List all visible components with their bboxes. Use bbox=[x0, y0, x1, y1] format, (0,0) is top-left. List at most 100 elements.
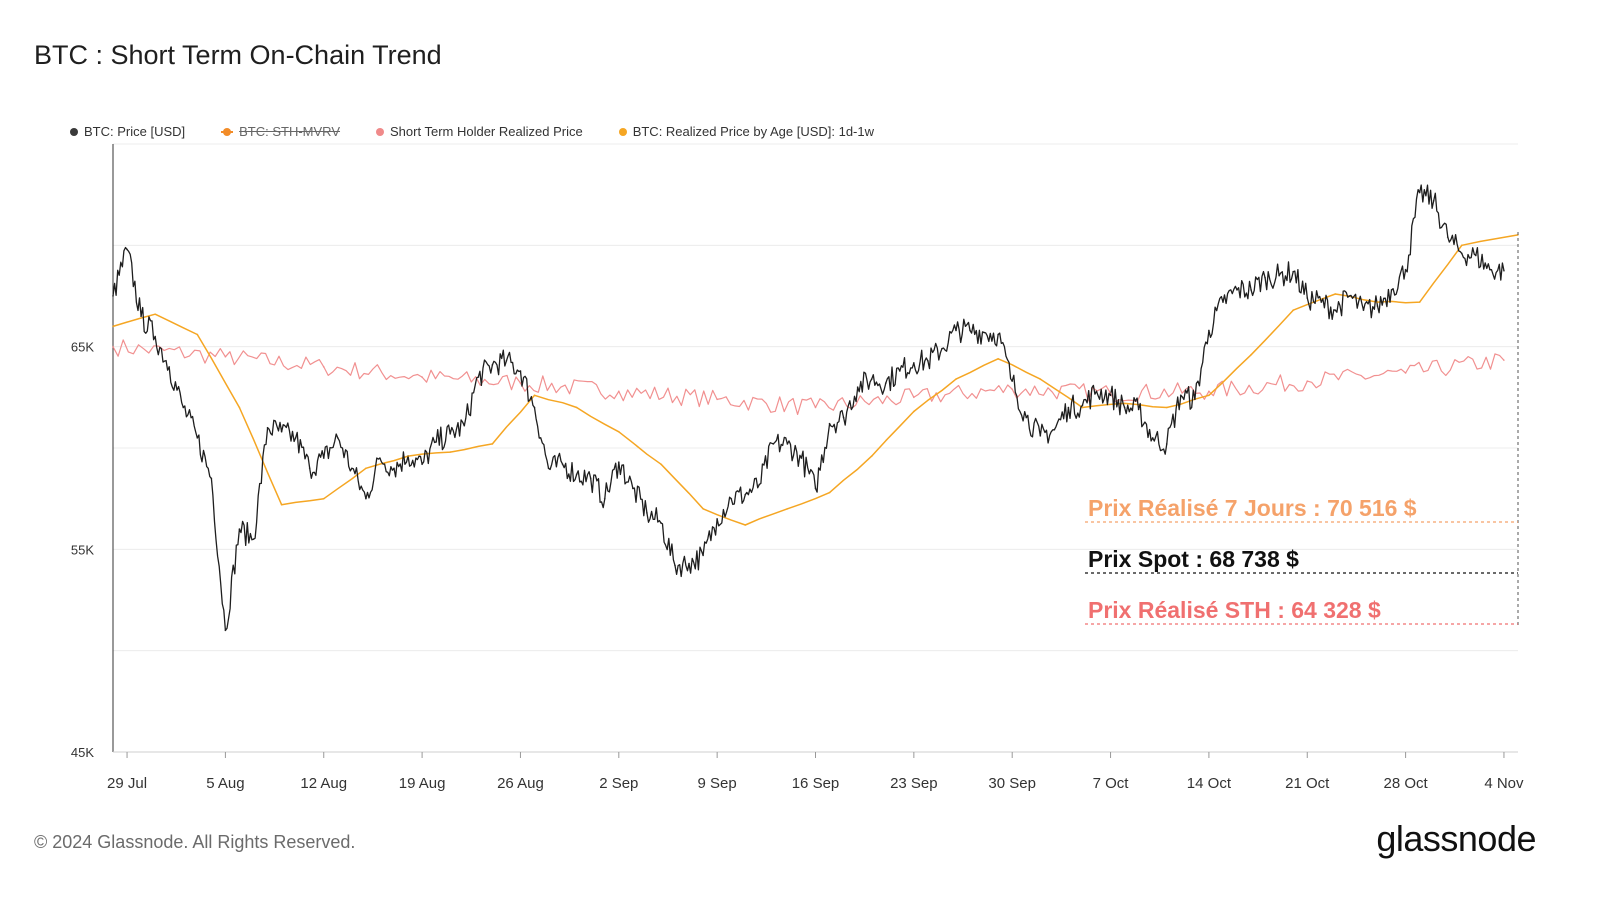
series-point-0 bbox=[1095, 390, 1098, 393]
series-point-0 bbox=[224, 629, 227, 632]
series-point-0 bbox=[1264, 276, 1266, 279]
series-point-0 bbox=[196, 436, 199, 439]
legend-item-sth-mvrv[interactable]: BTC: STH-MVRV bbox=[221, 124, 340, 139]
series-point-0 bbox=[533, 406, 536, 409]
series-point-2 bbox=[1334, 293, 1337, 295]
series-point-2 bbox=[997, 357, 1000, 360]
series-point-1 bbox=[814, 406, 817, 409]
series-point-0 bbox=[168, 366, 171, 368]
series-point-2 bbox=[912, 410, 915, 413]
series-point-2 bbox=[491, 443, 494, 445]
series-point-0 bbox=[744, 493, 747, 496]
x-tick-label: 16 Sep bbox=[792, 775, 840, 792]
x-tick-label: 23 Sep bbox=[890, 775, 938, 792]
series-point-0 bbox=[336, 436, 339, 439]
series-point-0 bbox=[997, 333, 1000, 336]
series-layer bbox=[112, 184, 1519, 632]
series-point-2 bbox=[1208, 394, 1210, 397]
legend-item-sth-realized-price[interactable]: Short Term Holder Realized Price bbox=[376, 124, 583, 139]
legend-label-sth-realized-price: Short Term Holder Realized Price bbox=[390, 124, 583, 139]
annotation-realized-7d-text: Prix Réalisé 7 Jours : 70 516 $ bbox=[1088, 495, 1417, 521]
series-point-0 bbox=[393, 467, 395, 470]
series-point-2 bbox=[1081, 406, 1084, 409]
legend-marker-sth-realized-price bbox=[376, 127, 385, 136]
series-point-2 bbox=[1376, 301, 1379, 303]
series-point-0 bbox=[1123, 406, 1126, 409]
y-tick-label: 45K bbox=[71, 745, 94, 760]
series-point-0 bbox=[603, 497, 606, 500]
series-point-0 bbox=[477, 376, 480, 378]
series-point-0 bbox=[1067, 406, 1070, 409]
series-point-2 bbox=[322, 497, 325, 500]
series-point-0 bbox=[463, 424, 466, 427]
series-point-0 bbox=[1193, 398, 1196, 401]
series-point-2 bbox=[1292, 309, 1295, 312]
series-point-0 bbox=[772, 443, 775, 445]
copyright-text: © 2024 Glassnode. All Rights Reserved. bbox=[34, 832, 356, 852]
annotation-layer: Prix Réalisé 7 Jours : 70 516 $ Prix Spot… bbox=[1085, 232, 1519, 625]
series-point-0 bbox=[294, 436, 297, 439]
series-point-0 bbox=[1489, 268, 1491, 271]
series-point-0 bbox=[1376, 305, 1379, 308]
series-point-0 bbox=[912, 361, 915, 364]
series-point-0 bbox=[238, 528, 241, 530]
series-point-0 bbox=[730, 497, 733, 500]
series-point-0 bbox=[842, 416, 845, 419]
series-point-2 bbox=[1418, 301, 1421, 303]
series-point-1 bbox=[1306, 380, 1309, 383]
series-point-2 bbox=[1165, 406, 1168, 409]
x-tick-label: 26 Aug bbox=[497, 775, 544, 792]
series-point-2 bbox=[365, 467, 367, 470]
series-point-0 bbox=[1278, 274, 1281, 277]
x-tick-label: 14 Oct bbox=[1187, 775, 1232, 792]
legend-marker-sth-mvrv bbox=[221, 127, 234, 136]
series-point-1 bbox=[1404, 372, 1407, 374]
series-point-2 bbox=[744, 524, 747, 526]
series-point-0 bbox=[1348, 295, 1351, 297]
series-point-0 bbox=[1446, 236, 1449, 239]
chart-title: BTC : Short Term On-Chain Trend bbox=[34, 40, 442, 70]
series-point-0 bbox=[561, 463, 564, 466]
x-tick-label: 30 Sep bbox=[988, 775, 1036, 792]
series-point-0 bbox=[365, 497, 367, 500]
series-point-0 bbox=[786, 443, 789, 445]
series-line-btc-price bbox=[112, 184, 1505, 632]
series-point-0 bbox=[1432, 199, 1435, 202]
series-point-0 bbox=[1306, 297, 1309, 299]
series-point-0 bbox=[252, 538, 255, 541]
series-point-2 bbox=[449, 451, 452, 453]
x-tick-label: 9 Sep bbox=[698, 775, 737, 792]
series-point-0 bbox=[1137, 408, 1140, 411]
x-tick-label: 29 Jul bbox=[107, 775, 147, 792]
legend-label-btc-price: BTC: Price [USD] bbox=[84, 124, 186, 139]
series-point-0 bbox=[1474, 254, 1477, 257]
series-point-0 bbox=[575, 473, 578, 476]
x-tick-label: 5 Aug bbox=[206, 775, 244, 792]
series-point-0 bbox=[631, 487, 634, 490]
series-point-0 bbox=[210, 477, 213, 480]
series-point-2 bbox=[786, 507, 789, 510]
axes: 45K 55K 65K 29 Jul 5 Aug 12 Aug 19 Aug 26 Aug 2 … bbox=[71, 144, 1524, 792]
series-point-0 bbox=[1053, 428, 1056, 431]
legend-item-btc-price[interactable]: BTC: Price [USD] bbox=[70, 124, 185, 139]
series-point-0 bbox=[126, 248, 128, 251]
series-point-0 bbox=[688, 562, 690, 565]
series-point-0 bbox=[280, 430, 283, 433]
series-point-1 bbox=[1109, 392, 1112, 395]
series-point-2 bbox=[280, 503, 283, 506]
series-point-2 bbox=[533, 394, 536, 397]
series-point-0 bbox=[941, 347, 943, 350]
series-point-0 bbox=[856, 386, 859, 389]
series-point-2 bbox=[955, 378, 957, 380]
series-point-1 bbox=[112, 345, 114, 348]
series-point-0 bbox=[1039, 434, 1042, 437]
series-point-0 bbox=[927, 359, 929, 362]
series-point-0 bbox=[955, 329, 957, 332]
series-point-2 bbox=[870, 455, 873, 458]
series-point-0 bbox=[983, 331, 985, 334]
x-tick-label: 2 Sep bbox=[599, 775, 638, 792]
series-point-2 bbox=[702, 507, 704, 510]
series-point-1 bbox=[912, 396, 915, 399]
legend-item-realized-price-1d-1w[interactable]: BTC: Realized Price by Age [USD]: 1d-1w bbox=[618, 124, 874, 139]
series-point-0 bbox=[519, 370, 522, 372]
